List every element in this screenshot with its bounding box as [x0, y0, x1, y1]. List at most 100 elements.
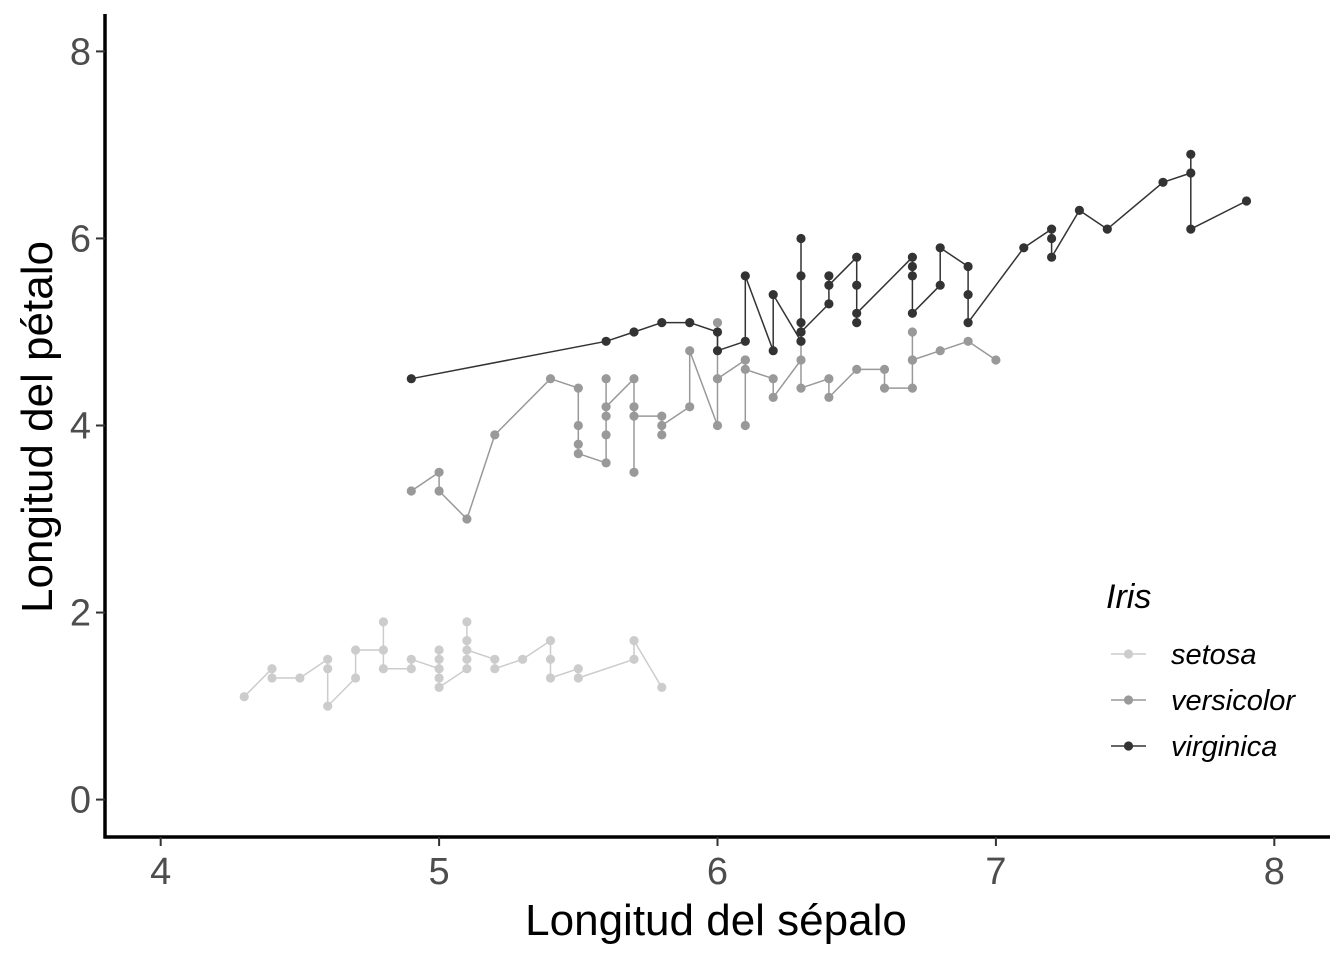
data-point-virginica — [963, 318, 973, 328]
data-point-setosa — [573, 673, 583, 683]
data-point-versicolor — [462, 514, 472, 524]
data-point-versicolor — [907, 383, 918, 393]
data-point-setosa — [351, 673, 361, 683]
data-point-versicolor — [406, 486, 416, 496]
x-axis-title: Longitud del sépalo — [525, 896, 907, 945]
data-point-virginica — [601, 336, 611, 346]
x-tick-label: 5 — [429, 851, 450, 893]
data-point-virginica — [935, 243, 945, 253]
data-point-setosa — [323, 701, 333, 711]
data-point-versicolor — [657, 430, 667, 440]
data-point-versicolor — [712, 318, 723, 328]
data-point-virginica — [740, 336, 750, 346]
data-point-virginica — [907, 252, 918, 262]
data-point-versicolor — [601, 458, 611, 468]
data-point-virginica — [1074, 205, 1084, 215]
y-tick-label: 2 — [70, 593, 91, 635]
data-point-setosa — [378, 664, 388, 674]
data-point-versicolor — [740, 364, 750, 374]
data-point-versicolor — [434, 467, 444, 477]
data-point-versicolor — [991, 355, 1001, 365]
y-axis-title: Longitud del pétalo — [13, 241, 62, 613]
data-point-setosa — [462, 636, 472, 646]
data-point-versicolor — [601, 374, 611, 384]
data-point-versicolor — [573, 439, 583, 449]
data-point-versicolor — [545, 374, 556, 384]
data-point-versicolor — [824, 392, 834, 402]
data-point-virginica — [1186, 224, 1196, 234]
data-point-virginica — [1241, 196, 1252, 206]
data-point-versicolor — [712, 374, 723, 384]
data-point-versicolor — [963, 336, 973, 346]
data-point-setosa — [462, 617, 472, 627]
data-point-virginica — [796, 318, 806, 328]
data-point-setosa — [378, 645, 388, 655]
legend-label-versicolor: versicolor — [1171, 685, 1296, 717]
data-point-virginica — [963, 261, 973, 272]
legend-title: Iris — [1106, 578, 1151, 616]
data-point-virginica — [629, 327, 639, 337]
data-point-setosa — [434, 673, 444, 683]
data-point-versicolor — [768, 374, 778, 384]
data-point-versicolor — [879, 364, 890, 374]
data-point-virginica — [657, 318, 667, 328]
data-point-virginica — [796, 327, 806, 337]
data-point-setosa — [462, 654, 472, 664]
data-point-virginica — [712, 327, 723, 337]
data-point-setosa — [267, 664, 277, 674]
y-tick-label: 8 — [70, 31, 91, 73]
data-point-virginica — [740, 271, 750, 281]
data-point-versicolor — [907, 327, 918, 337]
data-point-virginica — [768, 290, 778, 300]
y-tick-label: 0 — [70, 780, 91, 822]
data-point-virginica — [1102, 224, 1112, 234]
legend-label-virginica: virginica — [1171, 731, 1277, 763]
data-point-setosa — [573, 664, 583, 674]
data-point-virginica — [1047, 224, 1057, 234]
data-point-versicolor — [657, 411, 667, 421]
data-point-versicolor — [824, 374, 834, 384]
data-point-versicolor — [768, 392, 778, 402]
x-tick-label: 8 — [1264, 851, 1285, 893]
data-point-setosa — [490, 664, 500, 674]
data-point-setosa — [462, 645, 472, 655]
data-point-virginica — [824, 271, 834, 281]
data-point-versicolor — [712, 420, 723, 431]
data-point-versicolor — [573, 420, 583, 431]
data-point-setosa — [323, 654, 333, 664]
data-point-virginica — [907, 308, 918, 318]
data-point-versicolor — [907, 355, 918, 365]
data-point-setosa — [490, 654, 500, 664]
legend-label-setosa: setosa — [1171, 639, 1256, 671]
data-point-virginica — [1186, 149, 1196, 159]
data-point-versicolor — [740, 420, 750, 431]
data-point-setosa — [657, 682, 667, 693]
data-point-versicolor — [573, 383, 583, 393]
data-point-virginica — [824, 299, 834, 309]
data-point-setosa — [267, 673, 277, 683]
data-point-versicolor — [629, 374, 639, 384]
data-point-virginica — [1047, 233, 1057, 244]
data-point-versicolor — [601, 411, 611, 421]
data-point-setosa — [545, 673, 556, 683]
data-point-setosa — [378, 617, 388, 627]
data-point-virginica — [685, 318, 695, 328]
data-point-virginica — [824, 280, 834, 290]
data-point-versicolor — [490, 430, 500, 440]
data-point-setosa — [629, 636, 639, 646]
data-point-virginica — [796, 271, 806, 281]
x-tick-label: 4 — [150, 851, 171, 893]
data-point-virginica — [1186, 168, 1196, 178]
data-point-setosa — [295, 673, 305, 683]
series-line-versicolor — [410, 321, 997, 520]
data-point-versicolor — [629, 402, 639, 412]
data-point-setosa — [434, 645, 444, 655]
plot-area — [239, 149, 1252, 711]
y-tick-label: 4 — [70, 406, 91, 448]
y-tick-label: 6 — [70, 218, 91, 260]
legend: Iris setosa versicolor virginica — [1106, 578, 1296, 763]
data-point-setosa — [434, 664, 444, 674]
data-point-virginica — [907, 261, 918, 272]
data-point-setosa — [323, 664, 333, 674]
